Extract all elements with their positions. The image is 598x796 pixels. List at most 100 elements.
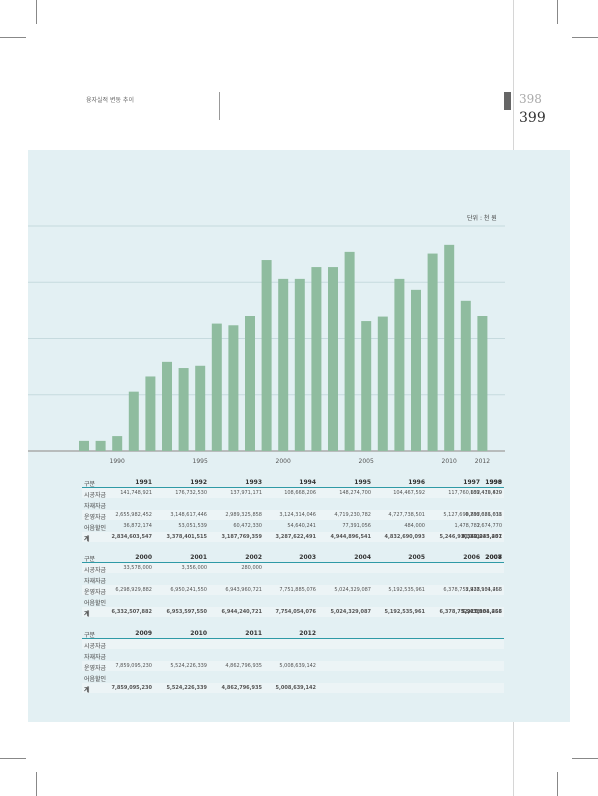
header-cell-category: 구분 [84, 481, 96, 488]
unit-label: 단위 : 천 원 [467, 215, 497, 222]
bar-2007 [394, 278, 405, 451]
header-cell-year: 1995 [354, 479, 371, 486]
bar-1990 [112, 436, 123, 451]
x-tick-label: 2005 [359, 458, 374, 465]
header-cell-year: 2008 [485, 554, 502, 561]
x-tick-label: 2010 [442, 458, 457, 465]
table-cell: 117,760,632 [448, 490, 480, 496]
x-tick-label: 1990 [110, 458, 125, 465]
table-cell: 5,008,639,142 [275, 685, 317, 691]
bar-1989 [95, 440, 106, 451]
table-cell: 7,859,095,230 [111, 685, 153, 691]
crop-mark [36, 0, 37, 24]
table-cell: 2,989,325,858 [225, 512, 262, 518]
table-cell: 5,127,690,897 [443, 512, 480, 518]
crop-mark [0, 37, 26, 38]
table-cell: 3,356,000 [181, 565, 207, 571]
table-row: 시공자금 141,748,921 176,732,530 137,971,171 108… [82, 488, 504, 499]
header-cell-year: 2012 [299, 630, 316, 637]
crop-mark [557, 772, 558, 796]
x-tick-label: 2012 [475, 458, 490, 465]
table-cell: 4,719,230,782 [334, 512, 371, 518]
x-tick-label: 1995 [193, 458, 208, 465]
header-cell-year: 2003 [299, 554, 316, 561]
row-label: 계 [84, 536, 90, 543]
header-cell-year: 2007 [485, 554, 502, 561]
row-label: 시공자금 [84, 492, 107, 499]
table-cell: 3,287,622,491 [275, 534, 317, 540]
header-cell-year: 1999 [485, 479, 502, 486]
table-cell: 5,524,226,339 [166, 685, 208, 691]
row-label: 시공자금 [84, 567, 107, 574]
bar-1992 [145, 376, 156, 451]
bar-2012 [477, 316, 488, 451]
bar-1993 [162, 361, 172, 451]
bar-1996 [211, 323, 222, 451]
table-header-row: 구분 1991 1992 1993 1994 1995 1996 1997 1998 1999 [82, 477, 504, 488]
bar-2006 [377, 316, 388, 451]
header-cell-year: 1994 [299, 479, 316, 486]
table-cell: 5,246,930,311 [439, 534, 481, 540]
table-cell: 6,378,752,438 [439, 609, 481, 615]
bar-2008 [411, 289, 421, 451]
table-row: 자재자금 [82, 574, 504, 585]
page-marker [504, 92, 511, 110]
table-row: 계 7,859,095,230 5,524,226,339 4,862,796,935… [82, 683, 504, 694]
table-row: 운영자금 6,298,929,882 6,950,241,550 6,943,960,… [82, 585, 504, 596]
row-label: 계 [84, 687, 90, 694]
bar-1995 [195, 365, 206, 451]
row-label: 운영자금 [84, 514, 107, 521]
row-label: 어음할인 [84, 600, 107, 607]
table-cell: 6,950,241,550 [170, 587, 207, 593]
header-cell-year: 2002 [245, 554, 262, 561]
table-cell: 3,124,314,046 [279, 512, 316, 518]
table-row: 계 6,332,507,882 6,953,597,550 6,944,240,721… [82, 607, 504, 618]
row-label: 자재자금 [84, 578, 107, 585]
header-cell-category: 구분 [84, 632, 96, 639]
table-row: 자재자금 [82, 650, 504, 661]
header-cell-category: 구분 [84, 556, 96, 563]
table-cell: 5,192,535,961 [388, 587, 425, 593]
row-label: 계 [84, 611, 90, 618]
table-cell: 36,872,174 [123, 523, 152, 529]
table-cell: 6,378,752,438 [443, 587, 480, 593]
table-cell: 148,274,700 [339, 490, 371, 496]
table-cell: 5,008,639,142 [279, 663, 316, 669]
table-cell: 3,187,769,359 [221, 534, 263, 540]
bar-2004 [344, 251, 355, 451]
table-cell: 6,340,045,451 [461, 534, 503, 540]
table-cell: 3,148,617,446 [170, 512, 207, 518]
page-number-right: 399 [519, 110, 546, 126]
crop-mark [572, 37, 598, 38]
bar-1988 [79, 440, 89, 451]
bar-2003 [328, 267, 338, 451]
crop-mark [557, 0, 558, 24]
table-cell: 77,391,056 [342, 523, 371, 529]
section-title: 융자실적 변동 추이 [86, 97, 134, 104]
table-cell: 4,944,896,541 [330, 534, 372, 540]
header-cell-year: 1992 [190, 479, 207, 486]
header-cell-year: 2004 [354, 554, 371, 561]
table-row: 운영자금 7,859,095,230 5,524,226,339 4,862,796,… [82, 661, 504, 672]
table-cell: 2,834,603,547 [111, 534, 153, 540]
table-header-row: 구분 2009 2010 2011 2012 [82, 628, 504, 639]
table-cell: 33,578,000 [123, 565, 152, 571]
table-cell: 5,192,535,961 [384, 609, 426, 615]
table-row: 어음할인 [82, 596, 504, 607]
header-cell-year: 2009 [135, 630, 152, 637]
table-cell: 108,668,206 [284, 490, 316, 496]
header-cell-year: 2006 [463, 554, 480, 561]
table-cell: 1,478,782 [454, 523, 480, 529]
header-cell-year: 2001 [190, 554, 207, 561]
row-label: 시공자금 [84, 643, 107, 650]
bar-2011 [460, 300, 471, 451]
bar-2002 [311, 267, 322, 451]
table-row: 자재자금 [82, 499, 504, 510]
header-cell-year: 1997 [463, 479, 480, 486]
table-cell: 7,859,095,230 [115, 663, 152, 669]
table-cell: 6,298,929,882 [115, 587, 152, 593]
header-cell-year: 2005 [408, 554, 425, 561]
table-cell: 7,754,054,076 [275, 609, 317, 615]
table-cell: 6,332,507,882 [111, 609, 153, 615]
